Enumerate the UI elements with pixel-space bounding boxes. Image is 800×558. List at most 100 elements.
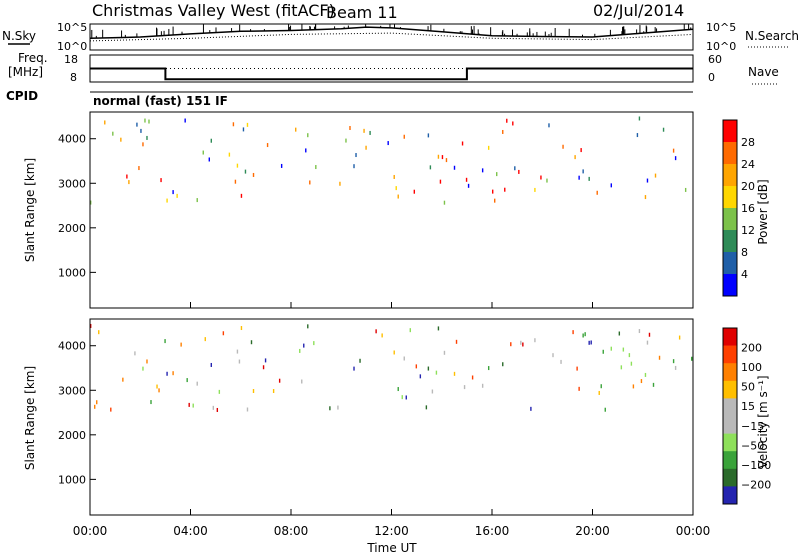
power-cell — [514, 166, 515, 170]
power-cell — [247, 123, 248, 127]
power-cell — [540, 176, 541, 180]
power-cell — [339, 182, 340, 186]
power-cell — [494, 199, 495, 203]
power-cell — [430, 165, 431, 169]
power-cell — [112, 132, 113, 136]
nave-tick-bottom: 0 — [708, 71, 715, 84]
power-cell — [120, 138, 121, 142]
nsearch-label: N.Search — [745, 29, 799, 43]
power-cell — [387, 141, 388, 145]
power-cell — [140, 129, 141, 133]
station-title: Christmas Valley West (fitACF) — [92, 1, 335, 20]
power-cell — [534, 188, 535, 192]
power-cell — [428, 133, 429, 137]
noise-sky-line — [90, 27, 693, 38]
freq-line — [90, 69, 693, 80]
power-cell — [355, 153, 356, 157]
nave-label: Nave — [748, 65, 779, 79]
freq-tick-bottom: 8 — [70, 71, 77, 84]
power-cell — [142, 142, 143, 146]
power-cell — [237, 164, 238, 168]
power-cell — [349, 126, 350, 130]
nave-tick-top: 60 — [708, 53, 722, 66]
power-cell — [307, 133, 308, 137]
nsearch-tick-top: 10^5 — [706, 21, 736, 34]
power-cell — [176, 194, 177, 198]
power-cell — [126, 175, 127, 179]
power-cell — [365, 146, 366, 150]
power-cell — [492, 190, 493, 194]
power-cell — [241, 194, 242, 198]
power-cell — [267, 143, 268, 147]
power-cell — [512, 121, 513, 125]
power-cell — [128, 180, 129, 184]
power-cell — [209, 157, 210, 161]
frequency-panel: Freq. [MHz] 18 8 60 0 Nave CPID normal (… — [6, 51, 779, 108]
power-cell — [203, 151, 204, 155]
power-cell — [104, 120, 105, 124]
power-cell — [504, 188, 505, 192]
power-cell — [496, 172, 497, 176]
power-cell — [353, 164, 354, 168]
power-cell — [160, 178, 161, 182]
power-cell — [444, 201, 445, 205]
power-cell — [172, 190, 173, 194]
power-cell — [243, 127, 244, 131]
date-title: 02/Jul/2014 — [593, 1, 684, 20]
power-cell — [136, 123, 137, 127]
cpid-label: CPID — [6, 89, 38, 103]
power-cell — [404, 135, 405, 139]
power-cell — [440, 180, 441, 184]
power-cell — [482, 168, 483, 172]
power-cell — [462, 141, 463, 145]
power-cell — [506, 119, 507, 123]
freq-unit-label: [MHz] — [8, 65, 43, 79]
power-cell — [398, 195, 399, 199]
power-cell — [454, 166, 455, 170]
power-cell — [295, 128, 296, 132]
nsky-tick-bottom: 10^0 — [57, 40, 87, 53]
beam-title: Beam 11 — [326, 3, 398, 22]
nsearch-tick-bottom: 10^0 — [706, 40, 736, 53]
cpid-text: normal (fast) 151 IF — [93, 94, 228, 108]
power-cell — [394, 175, 395, 179]
power-cell — [144, 119, 145, 123]
power-cell — [148, 120, 149, 124]
power-cell — [442, 155, 443, 159]
power-cell — [211, 139, 212, 143]
power-cell — [309, 180, 310, 184]
power-cell — [345, 139, 346, 143]
power-cell — [363, 129, 364, 133]
power-cell — [548, 123, 549, 127]
power-cell — [546, 179, 547, 183]
nsky-label: N.Sky — [2, 29, 36, 43]
power-cell — [245, 170, 246, 174]
power-cell — [315, 165, 316, 169]
power-cell — [468, 184, 469, 188]
power-cell — [281, 164, 282, 168]
noise-panel: N.Sky 10^5 10^0 10^5 10^0 N.Search — [2, 21, 799, 53]
power-cell — [369, 131, 370, 135]
power-cell — [466, 178, 467, 182]
power-cell — [438, 155, 439, 159]
power-cell — [146, 136, 147, 140]
power-cell — [414, 190, 415, 194]
power-cell — [253, 173, 254, 177]
power-cell — [518, 170, 519, 174]
power-cell — [233, 122, 234, 126]
power-heatmap — [90, 116, 686, 204]
power-cell — [138, 166, 139, 170]
power-cell — [235, 180, 236, 184]
power-cell — [166, 199, 167, 203]
power-cell — [396, 186, 397, 190]
power-cell — [197, 198, 198, 202]
power-cell — [305, 148, 306, 152]
power-cell — [488, 146, 489, 150]
freq-tick-top: 18 — [64, 53, 78, 66]
power-cell — [502, 130, 503, 134]
nsky-tick-top: 10^5 — [57, 21, 87, 34]
power-cell — [229, 153, 230, 157]
power-cell — [446, 158, 447, 162]
